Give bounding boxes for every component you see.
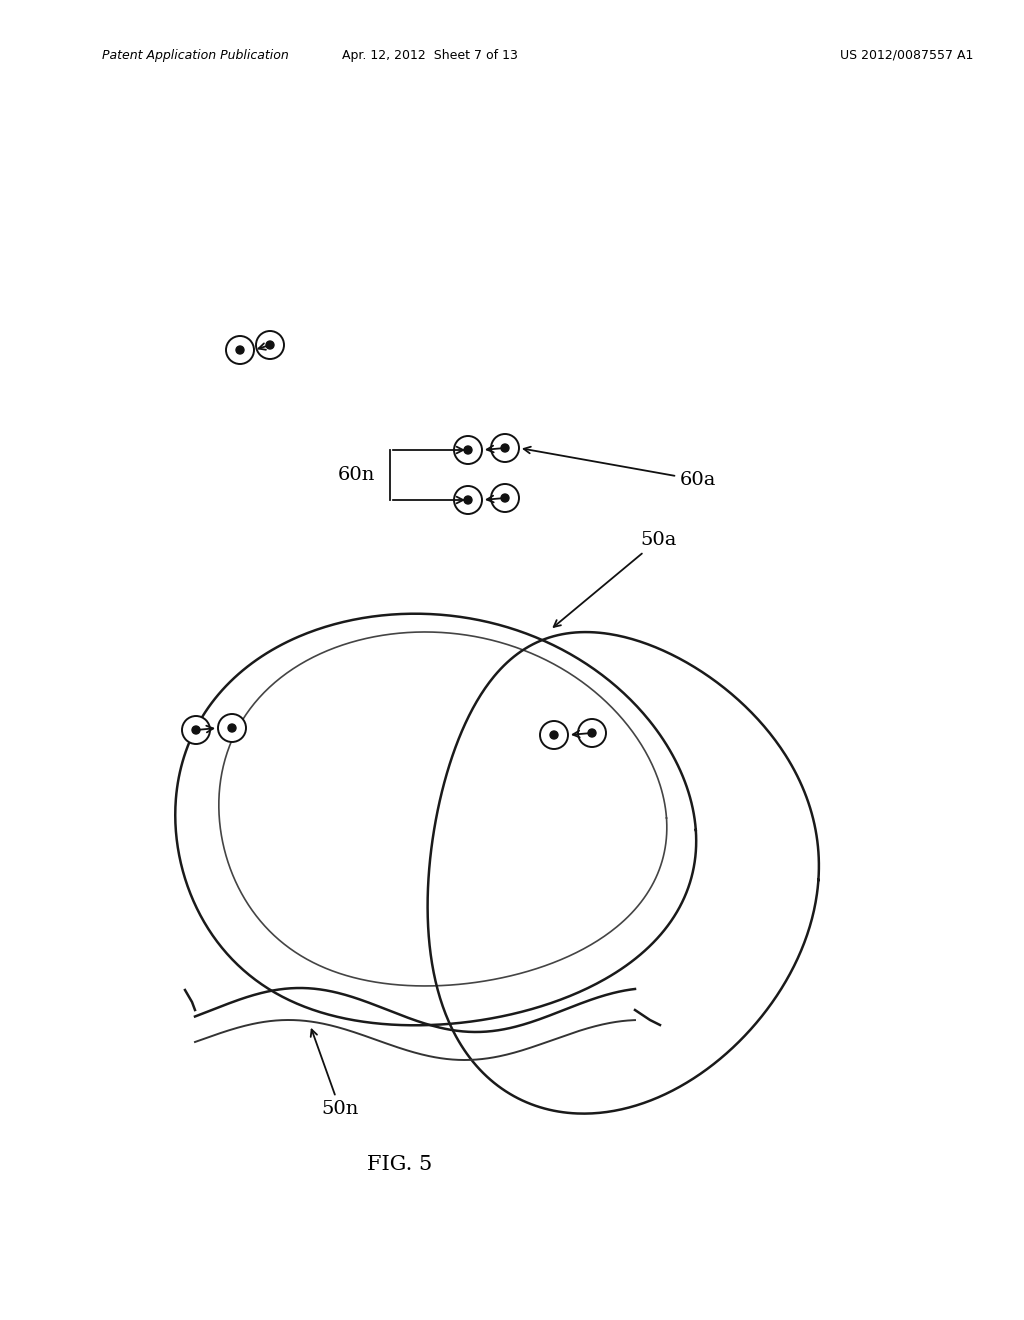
- Circle shape: [182, 715, 210, 744]
- Circle shape: [193, 726, 200, 734]
- Circle shape: [256, 331, 284, 359]
- Circle shape: [218, 714, 246, 742]
- Circle shape: [464, 446, 472, 454]
- Circle shape: [501, 444, 509, 451]
- Circle shape: [490, 434, 519, 462]
- Text: FIG. 5: FIG. 5: [368, 1155, 432, 1175]
- Circle shape: [464, 496, 472, 504]
- Circle shape: [454, 436, 482, 465]
- Text: Patent Application Publication: Patent Application Publication: [102, 49, 289, 62]
- Circle shape: [578, 719, 606, 747]
- Circle shape: [228, 723, 236, 733]
- Circle shape: [588, 729, 596, 737]
- Circle shape: [501, 494, 509, 502]
- Circle shape: [226, 337, 254, 364]
- Text: 60n: 60n: [338, 466, 375, 484]
- Circle shape: [266, 341, 274, 348]
- Text: US 2012/0087557 A1: US 2012/0087557 A1: [840, 49, 973, 62]
- Text: Apr. 12, 2012  Sheet 7 of 13: Apr. 12, 2012 Sheet 7 of 13: [342, 49, 518, 62]
- Circle shape: [236, 346, 244, 354]
- Circle shape: [454, 486, 482, 513]
- Circle shape: [490, 484, 519, 512]
- Text: 50a: 50a: [554, 531, 677, 627]
- Circle shape: [550, 731, 558, 739]
- Text: 50n: 50n: [310, 1030, 358, 1118]
- Text: 60a: 60a: [523, 446, 717, 488]
- Circle shape: [540, 721, 568, 748]
